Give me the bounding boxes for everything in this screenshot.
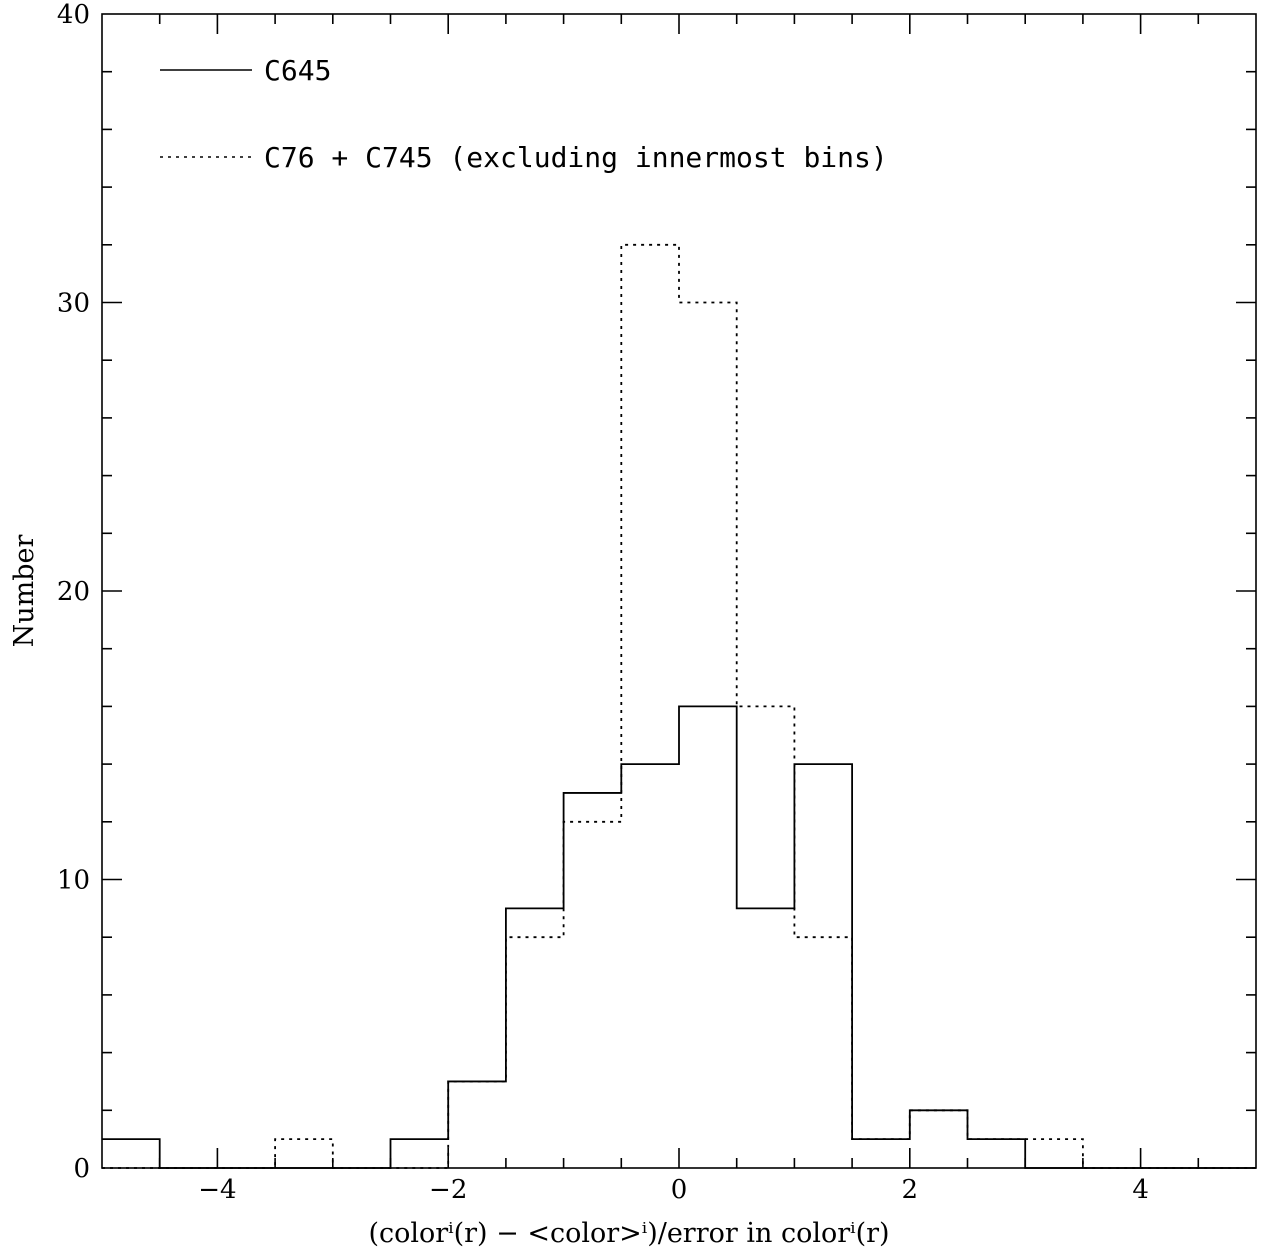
histogram-bar: [506, 937, 564, 1168]
histogram-bar: [1025, 1139, 1083, 1168]
histogram-bar: [679, 303, 737, 1169]
histogram-bar: [852, 1139, 910, 1168]
y-tick-label: 20: [57, 577, 90, 607]
histogram-bar: [794, 937, 852, 1168]
y-axis-label: Number: [9, 535, 40, 648]
histogram-bar: [852, 1139, 910, 1168]
legend-label-c76-c745: C76 + C745 (excluding innermost bins): [264, 141, 888, 174]
y-tick-label: 40: [57, 0, 90, 30]
x-tick-label: 0: [671, 1175, 688, 1205]
histogram-bar: [794, 764, 852, 1168]
histogram-bar: [564, 793, 622, 1168]
x-tick-label: −4: [198, 1175, 236, 1205]
histogram-bar: [968, 1139, 1026, 1168]
histogram-bar: [621, 764, 679, 1168]
histogram-bar: [737, 908, 795, 1168]
y-tick-label: 10: [57, 866, 90, 896]
legend-label-c645: C645: [264, 54, 331, 87]
histogram-bar: [564, 822, 622, 1168]
y-tick-label: 30: [57, 289, 90, 319]
histogram-bar: [679, 706, 737, 1168]
histogram-bar: [968, 1139, 1026, 1168]
histogram-bar: [448, 1081, 506, 1168]
x-tick-label: −2: [429, 1175, 467, 1205]
histogram-bar: [910, 1110, 968, 1168]
histogram-bar: [102, 1139, 160, 1168]
histogram-bar: [448, 1081, 506, 1168]
histogram-bar: [391, 1139, 449, 1168]
x-tick-label: 4: [1132, 1175, 1149, 1205]
y-tick-label: 0: [73, 1154, 90, 1184]
histogram-step-line: [102, 705, 1256, 1169]
histogram-bar: [737, 706, 795, 1168]
plot-frame: [101, 13, 1257, 1169]
histogram-bar: [910, 1110, 968, 1168]
histogram-bar: [506, 908, 564, 1168]
histogram-bar: [621, 245, 679, 1168]
histogram-bar: [275, 1139, 333, 1168]
histogram-step-line: [102, 243, 1256, 1169]
series-c645: [102, 705, 1256, 1169]
x-axis-label: (colorⁱ(r) − <color>ⁱ)/error in colorⁱ(r…: [368, 1218, 889, 1249]
series-layer: [102, 243, 1256, 1169]
x-tick-label: 2: [902, 1175, 919, 1205]
series-c76-c745: [102, 243, 1256, 1169]
legend: C645 C76 + C745 (excluding innermost bin…: [160, 54, 888, 174]
axis-ticks: [102, 14, 1256, 1168]
